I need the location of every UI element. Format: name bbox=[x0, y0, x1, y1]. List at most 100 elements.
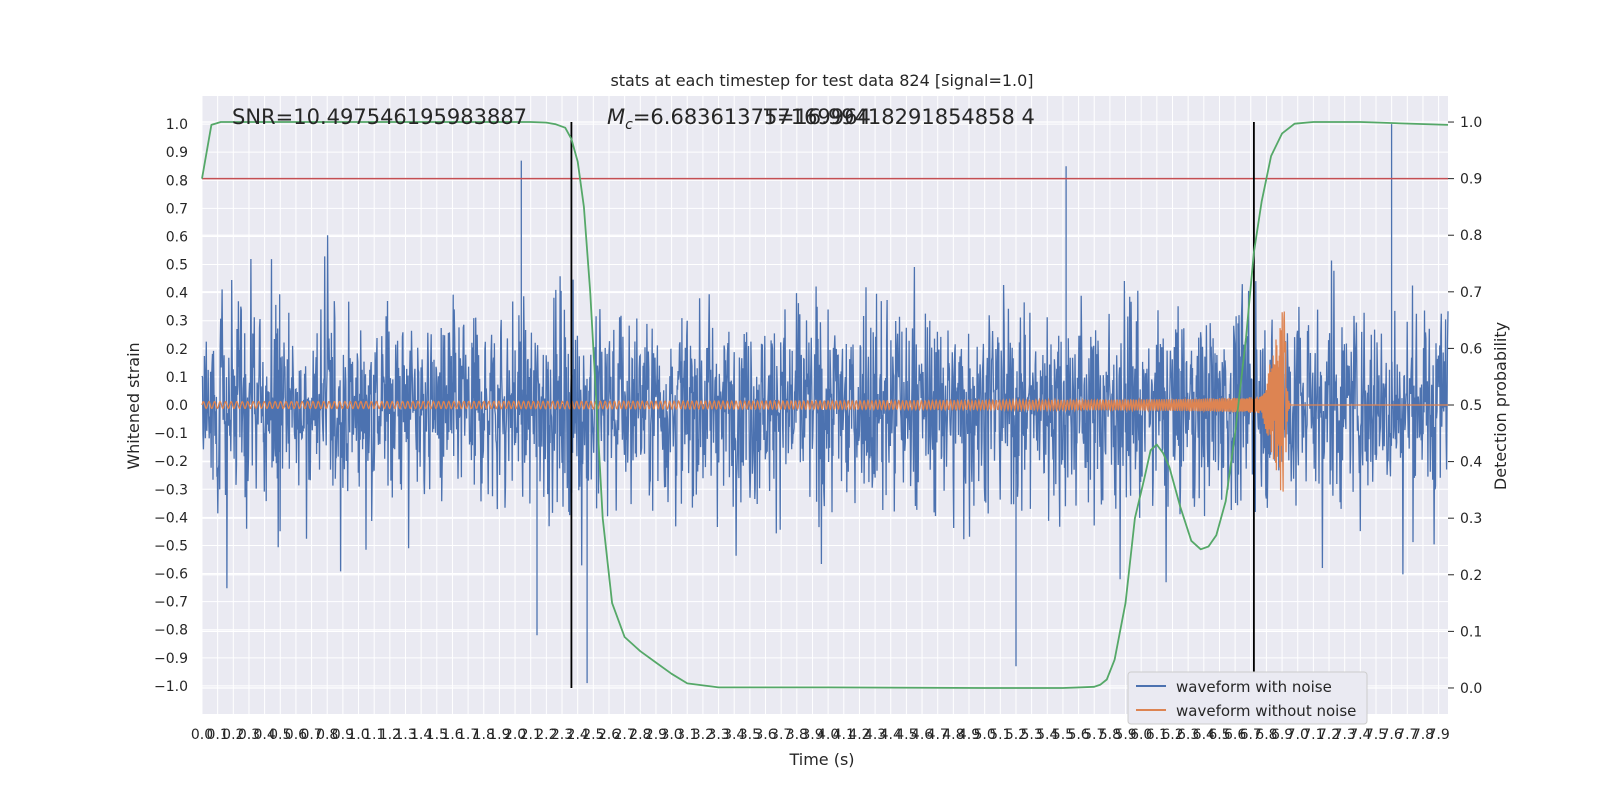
y-tick-label: 1.0 bbox=[166, 117, 188, 133]
x-tick-label: 7.6 bbox=[1381, 727, 1403, 743]
x-tick-label: 7.5 bbox=[1365, 727, 1387, 743]
x-tick-label: 0.6 bbox=[285, 727, 307, 743]
x-tick-label: 6.1 bbox=[1146, 727, 1168, 743]
y2-tick-label: 0.4 bbox=[1460, 455, 1482, 471]
t0-annotation: T=16.99418291854858 4 bbox=[763, 105, 1035, 129]
x-tick-label: 2.6 bbox=[598, 727, 620, 743]
y-tick-label: −0.7 bbox=[154, 595, 188, 611]
y-tick-label: −1.0 bbox=[154, 679, 188, 695]
mc-annotation: Mc=6.683613757169964 bbox=[607, 105, 871, 133]
x-tick-label: 7.1 bbox=[1302, 727, 1324, 743]
x-tick-label: 4.8 bbox=[942, 727, 964, 743]
x-tick-label: 4.9 bbox=[958, 727, 980, 743]
overlay bbox=[201, 121, 1449, 689]
x-tick-label: 6.5 bbox=[1208, 727, 1230, 743]
x-axis-label: Time (s) bbox=[788, 750, 854, 769]
y-tick-label: −0.3 bbox=[154, 482, 188, 498]
x-tick-label: 4.6 bbox=[911, 727, 933, 743]
x-tick-label: 0.7 bbox=[300, 727, 322, 743]
y2-tick-label: 0.7 bbox=[1460, 285, 1482, 301]
x-tick-label: 1.8 bbox=[473, 727, 495, 743]
y2-tick-label: 0.1 bbox=[1460, 624, 1482, 640]
x-tick-label: 7.2 bbox=[1318, 727, 1340, 743]
clean-waveform bbox=[201, 311, 1448, 492]
x-tick-label: 3.4 bbox=[723, 727, 745, 743]
x-tick-label: 1.1 bbox=[363, 727, 385, 743]
mc-subscript: c bbox=[625, 117, 633, 133]
x-tick-label: 2.2 bbox=[535, 727, 557, 743]
x-tick-label: 0.9 bbox=[332, 727, 354, 743]
x-tick-label: 1.7 bbox=[457, 727, 479, 743]
y2-tick-label: 0.9 bbox=[1460, 172, 1482, 188]
x-tick-label: 5.1 bbox=[989, 727, 1011, 743]
y2-tick-labels: 1.0 0.9 0.8 0.7 0.6 0.5 0.4 0.3 0.2 0.1 0.0 bbox=[1448, 115, 1482, 697]
x-tick-label: 6.3 bbox=[1177, 727, 1199, 743]
x-tick-label: 3.6 bbox=[754, 727, 776, 743]
x-tick-label: 1.0 bbox=[347, 727, 369, 743]
legend-box bbox=[1127, 671, 1368, 725]
x-tick-label: 4.5 bbox=[895, 727, 917, 743]
x-tick-label: 7.8 bbox=[1412, 727, 1434, 743]
y-tick-label: 0.2 bbox=[166, 342, 188, 358]
x-tick-label: 3.3 bbox=[707, 727, 729, 743]
y2-tick-label: 0.0 bbox=[1460, 681, 1482, 697]
x-tick-label: 7.0 bbox=[1287, 727, 1309, 743]
x-tick-label: 2.0 bbox=[504, 727, 526, 743]
y2-tick-label: 0.6 bbox=[1460, 341, 1482, 357]
y-axis-label: Whitened strain bbox=[124, 342, 143, 469]
x-tick-labels: 0.00.10.20.30.40.50.60.70.80.91.01.11.21… bbox=[191, 727, 1450, 743]
x-tick-label: 2.3 bbox=[551, 727, 573, 743]
y-tick-label: 0.4 bbox=[166, 286, 188, 302]
x-tick-label: 7.7 bbox=[1396, 727, 1418, 743]
x-tick-label: 0.8 bbox=[316, 727, 338, 743]
y-tick-label: 0.1 bbox=[166, 370, 188, 386]
x-tick-label: 5.3 bbox=[1020, 727, 1042, 743]
y2-axis-label: Detection probability bbox=[1491, 322, 1510, 490]
x-tick-label: 3.1 bbox=[676, 727, 698, 743]
y-tick-label: −0.9 bbox=[154, 651, 188, 667]
x-tick-label: 4.7 bbox=[927, 727, 949, 743]
y2-tick-label: 1.0 bbox=[1460, 115, 1482, 131]
x-tick-label: 7.9 bbox=[1427, 727, 1449, 743]
mc-symbol: M bbox=[607, 105, 625, 129]
x-tick-label: 0.4 bbox=[253, 727, 275, 743]
x-tick-label: 3.5 bbox=[739, 727, 761, 743]
y2-tick-label: 0.5 bbox=[1460, 398, 1482, 414]
x-tick-label: 2.4 bbox=[567, 727, 589, 743]
y-tick-label: −0.4 bbox=[154, 510, 188, 526]
y-tick-label: 0.6 bbox=[166, 229, 188, 245]
x-tick-label: 1.9 bbox=[488, 727, 510, 743]
x-tick-label: 3.8 bbox=[786, 727, 808, 743]
x-tick-label: 0.2 bbox=[222, 727, 244, 743]
x-tick-label: 2.8 bbox=[629, 727, 651, 743]
x-tick-label: 3.7 bbox=[770, 727, 792, 743]
y-tick-label: 0.7 bbox=[166, 201, 188, 217]
x-tick-label: 3.2 bbox=[692, 727, 714, 743]
y-tick-label: 0.9 bbox=[166, 145, 188, 161]
x-tick-label: 6.7 bbox=[1240, 727, 1262, 743]
x-tick-label: 3.0 bbox=[660, 727, 682, 743]
x-tick-label: 3.9 bbox=[801, 727, 823, 743]
x-tick-label: 1.5 bbox=[426, 727, 448, 743]
mc-value: =6.683613757169964 bbox=[633, 105, 871, 129]
x-tick-label: 2.5 bbox=[582, 727, 604, 743]
probability-line bbox=[201, 121, 1449, 689]
x-tick-label: 7.3 bbox=[1334, 727, 1356, 743]
x-tick-label: 0.1 bbox=[207, 727, 229, 743]
clean-series bbox=[201, 311, 1448, 492]
y-tick-label: 0.8 bbox=[166, 173, 188, 189]
x-tick-label: 6.0 bbox=[1130, 727, 1152, 743]
chart-title: stats at each timestep for test data 824… bbox=[610, 71, 1033, 90]
y-tick-label: 0.5 bbox=[166, 258, 188, 274]
snr-annotation: SNR=10.497546195983887 bbox=[232, 105, 527, 129]
y-tick-label: −0.5 bbox=[154, 538, 188, 554]
x-tick-label: 1.6 bbox=[441, 727, 463, 743]
x-tick-label: 5.7 bbox=[1083, 727, 1105, 743]
legend-label-clean: waveform without noise bbox=[1176, 702, 1356, 720]
x-tick-label: 6.8 bbox=[1255, 727, 1277, 743]
legend-label-noise: waveform with noise bbox=[1176, 678, 1332, 696]
x-tick-label: 4.1 bbox=[833, 727, 855, 743]
x-tick-label: 5.2 bbox=[1005, 727, 1027, 743]
